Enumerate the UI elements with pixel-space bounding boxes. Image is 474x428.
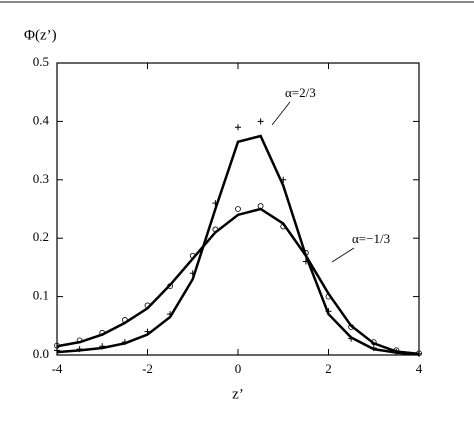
plus-marker (189, 270, 196, 277)
x-tick-label: -4 (52, 361, 63, 376)
circle-marker (302, 249, 309, 256)
annotation: α=−1/3 (352, 231, 390, 246)
circle-marker (393, 347, 400, 354)
circle-marker (280, 223, 287, 230)
curve (56, 134, 420, 356)
circle-marker (76, 337, 83, 344)
circle-marker (189, 252, 196, 259)
x-tick-label: 2 (325, 361, 332, 376)
circle-marker (416, 350, 422, 357)
plus-marker (325, 308, 332, 315)
y-tick-label: 0.0 (33, 346, 49, 361)
plus-marker (280, 176, 287, 183)
plot-frame (56, 62, 420, 356)
plus-marker (121, 339, 128, 346)
plus-marker (99, 343, 106, 350)
plus-marker (302, 258, 309, 265)
circle-marker (167, 283, 174, 289)
plus-marker (370, 344, 377, 351)
y-axis-label: Φ(z’) (24, 27, 57, 43)
y-tick-label: 0.5 (33, 54, 49, 69)
x-axis-label: z’ (232, 386, 244, 402)
annotation: α=2/3 (285, 85, 316, 100)
y-tick-label: 0.1 (33, 288, 49, 303)
plus-marker (212, 200, 219, 207)
circle-marker (144, 302, 151, 309)
x-tick-label: 4 (416, 361, 423, 376)
annotation-leader (331, 247, 355, 263)
plus-marker (235, 124, 241, 131)
plus-marker (167, 311, 174, 318)
circle-marker (212, 226, 219, 233)
circle-marker (370, 339, 377, 346)
plus-marker (144, 328, 151, 335)
circle-marker (121, 317, 128, 323)
curve (56, 207, 420, 356)
y-tick-label: 0.2 (33, 229, 49, 244)
x-tick-label: -2 (142, 361, 153, 376)
circle-marker (54, 342, 60, 349)
circle-marker (99, 329, 106, 336)
y-tick-label: 0.4 (33, 112, 50, 127)
annotation-leader (271, 101, 291, 126)
x-tick-label: 0 (235, 361, 242, 376)
circle-marker (325, 293, 332, 300)
plus-marker (76, 346, 83, 353)
circle-marker (257, 203, 264, 209)
circle-marker (235, 206, 241, 212)
plus-marker (257, 118, 264, 125)
y-tick-label: 0.3 (33, 171, 49, 186)
circle-marker (348, 324, 355, 330)
plus-marker (348, 335, 355, 342)
